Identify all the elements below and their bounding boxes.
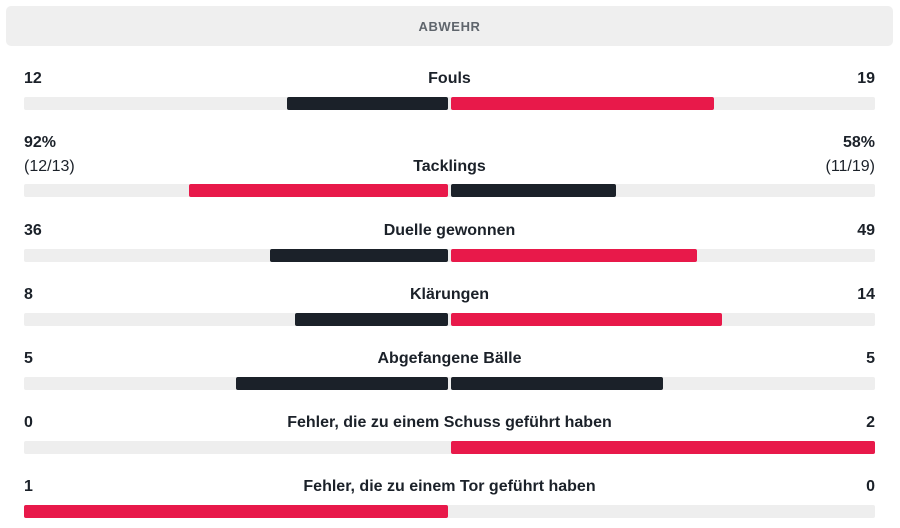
away-bar	[451, 313, 723, 326]
stat-label: Fouls	[428, 70, 471, 87]
section-header: ABWEHR	[6, 6, 893, 46]
stat-bar-track	[24, 441, 875, 454]
stat-bar-track	[24, 249, 875, 262]
away-value: 14	[857, 286, 875, 303]
section-title: ABWEHR	[418, 18, 481, 34]
away-bar	[451, 377, 663, 390]
home-bar	[286, 97, 448, 110]
away-value: 49	[857, 222, 875, 239]
away-subvalue: (11/19)	[825, 158, 875, 175]
stat-bar-track	[24, 313, 875, 326]
home-value: 0	[24, 414, 33, 431]
stat-bar-track	[24, 377, 875, 390]
stat-label: Tacklings	[413, 158, 486, 175]
home-value: 12	[24, 70, 42, 87]
home-subvalue: (12/13)	[24, 158, 75, 175]
away-value: 5	[866, 350, 875, 367]
home-value: 1	[24, 478, 33, 495]
away-value: 19	[857, 70, 875, 87]
home-value: 92%	[24, 134, 57, 151]
away-value: 58%	[842, 134, 875, 151]
away-value: 2	[866, 414, 875, 431]
stat-row-tacklings: 92% (12/13) Tacklings 58% (11/19)	[24, 134, 875, 198]
stat-row-fehler-schuss: 0 Fehler, die zu einem Schuss geführt ha…	[24, 414, 875, 456]
stat-label: Duelle gewonnen	[383, 222, 516, 239]
away-bar	[451, 97, 714, 110]
away-bar	[451, 441, 875, 454]
stat-row-duelle-gewonnen: 36 Duelle gewonnen 49	[24, 222, 875, 264]
stat-bar-track	[24, 184, 875, 197]
home-bar	[24, 505, 448, 518]
stat-row-fehler-tor: 1 Fehler, die zu einem Tor geführt haben…	[24, 478, 875, 520]
home-value: 36	[24, 222, 42, 239]
home-bar	[189, 184, 448, 197]
away-value: 0	[866, 478, 875, 495]
away-bar	[451, 184, 617, 197]
stat-label: Fehler, die zu einem Tor geführt haben	[303, 478, 596, 495]
away-bar	[451, 249, 697, 262]
home-value: 5	[24, 350, 33, 367]
stat-row-klaerungen: 8 Klärungen 14	[24, 286, 875, 328]
stat-bar-track	[24, 505, 875, 518]
stat-label: Klärungen	[409, 286, 490, 303]
stat-row-fouls: 12 Fouls 19	[24, 70, 875, 112]
home-bar	[236, 377, 448, 390]
home-value: 8	[24, 286, 33, 303]
home-bar	[295, 313, 448, 326]
home-bar	[269, 249, 448, 262]
stat-row-abgefangene-baelle: 5 Abgefangene Bälle 5	[24, 350, 875, 392]
stat-label: Fehler, die zu einem Schuss geführt habe…	[287, 414, 612, 431]
stat-bar-track	[24, 97, 875, 110]
stat-label: Abgefangene Bälle	[377, 350, 522, 367]
